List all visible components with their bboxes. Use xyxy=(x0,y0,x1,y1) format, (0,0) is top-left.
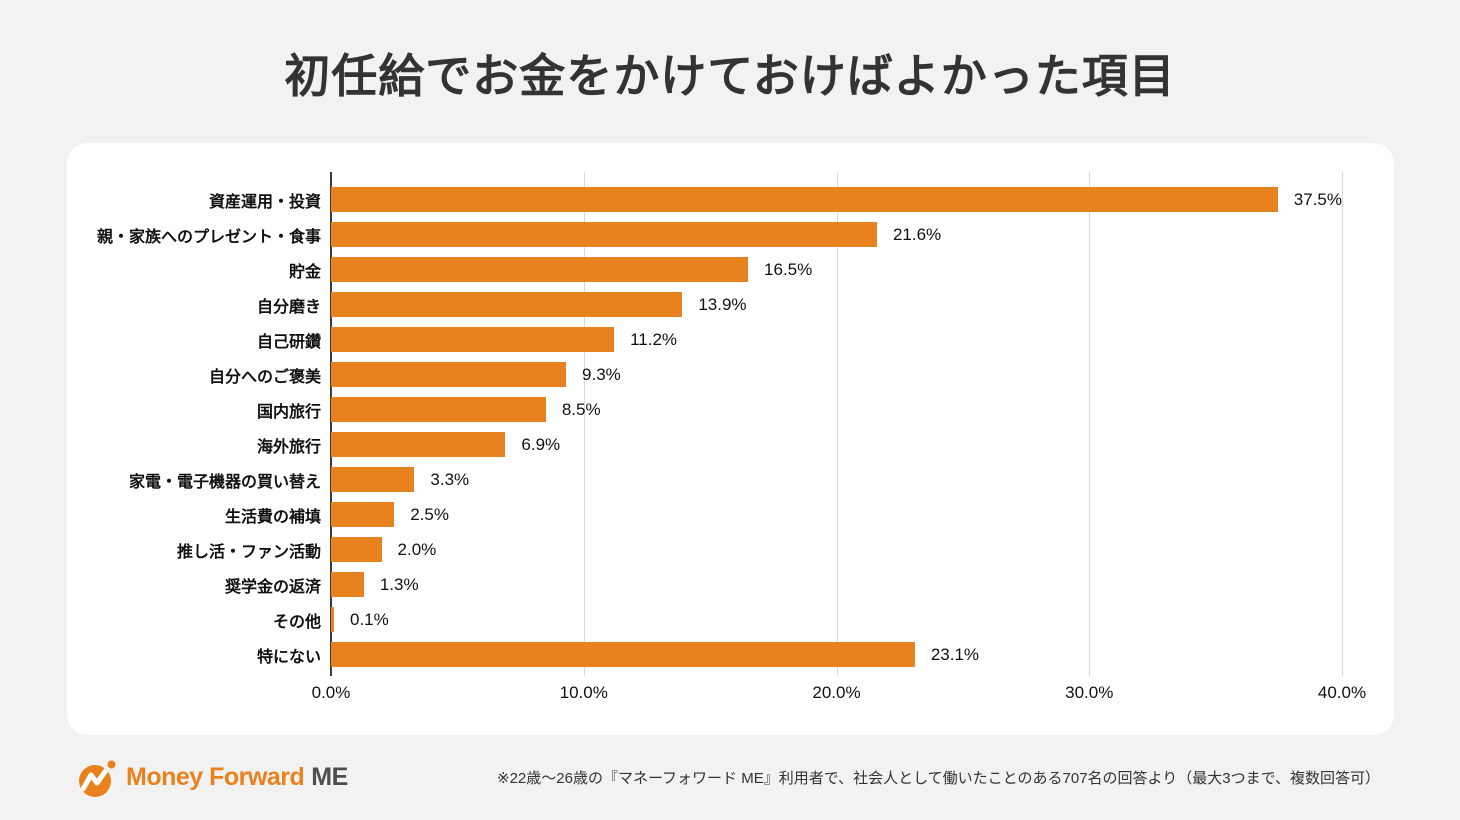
value-label: 23.1% xyxy=(930,644,980,664)
logo-text: Money Forward ME xyxy=(126,763,348,792)
logo-main-text: Money Forward xyxy=(126,763,305,791)
category-label: 特にない xyxy=(256,648,321,666)
bar-row: 推し活・ファン活動 2.0% xyxy=(177,532,1342,567)
category-label: 自分磨き xyxy=(256,298,321,316)
money-forward-logo-icon xyxy=(79,760,116,797)
bar xyxy=(331,432,506,457)
value-label: 21.6% xyxy=(892,224,942,244)
gridline xyxy=(1342,172,1343,676)
value-label: 2.5% xyxy=(410,504,449,524)
bar-row: 資産運用・投資 37.5% xyxy=(209,182,1342,217)
bar xyxy=(331,362,567,387)
gridline xyxy=(1089,172,1091,676)
x-tick-label: 10.0% xyxy=(559,683,608,702)
x-tick-label: 30.0% xyxy=(1065,683,1114,702)
bar-chart: 資産運用・投資 37.5% 親・家族へのプレゼント・食事 21.6% 貯金 16.5% 自分… xyxy=(97,172,1366,702)
category-label: 海外旅行 xyxy=(256,438,321,456)
bar xyxy=(331,397,546,422)
category-label: 奨学金の返済 xyxy=(224,578,321,596)
value-label: 11.2% xyxy=(630,329,678,349)
chart-card: 資産運用・投資 37.5% 親・家族へのプレゼント・食事 21.6% 貯金 16.5% 自分… xyxy=(67,143,1394,735)
value-label: 9.3% xyxy=(582,364,621,384)
bar xyxy=(331,467,415,492)
page-title: 初任給でお金をかけておけばよかった項目 xyxy=(284,50,1176,102)
bar xyxy=(331,187,1278,212)
value-label: 1.3% xyxy=(379,574,419,594)
category-label: 推し活・ファン活動 xyxy=(176,543,321,561)
bar xyxy=(331,642,915,667)
value-label: 6.9% xyxy=(521,434,561,454)
bar-rows: 資産運用・投資 37.5% 親・家族へのプレゼント・食事 21.6% 貯金 16.5% 自分… xyxy=(97,182,1342,672)
category-label: 資産運用・投資 xyxy=(208,193,321,211)
category-label: 自分へのご褒美 xyxy=(208,368,321,386)
bar xyxy=(331,222,877,247)
bar-row: 貯金 16.5% xyxy=(289,252,1342,287)
category-label: その他 xyxy=(272,613,321,631)
bar-row: 家電・電子機器の買い替え 3.3% xyxy=(129,462,1342,497)
category-label: 国内旅行 xyxy=(256,403,321,421)
bar xyxy=(331,292,683,317)
category-label: 自己研鑽 xyxy=(256,333,321,351)
x-tick-label: 40.0% xyxy=(1317,683,1367,702)
category-label: 親・家族へのプレゼント・食事 xyxy=(96,228,321,246)
bar xyxy=(331,502,395,527)
bar xyxy=(331,572,364,597)
value-label: 0.1% xyxy=(350,609,389,629)
bar-row: 海外旅行 6.9% xyxy=(257,427,1342,462)
value-label: 8.5% xyxy=(561,399,601,419)
x-tick-label: 0.0% xyxy=(311,683,351,702)
bar xyxy=(331,257,749,282)
value-label: 13.9% xyxy=(698,294,747,314)
logo-me-text: ME xyxy=(311,763,348,791)
bar xyxy=(331,537,382,562)
y-axis-line xyxy=(330,172,332,676)
bar-row: 自己研鑽 11.2% xyxy=(257,322,1342,357)
bar-row: 親・家族へのプレゼント・食事 21.6% xyxy=(97,217,1342,252)
value-label: 3.3% xyxy=(430,469,470,489)
footer: Money Forward ME ※22歳〜26歳の『マネーフォワード ME』利用… xyxy=(0,735,1460,820)
x-tick-label: 20.0% xyxy=(812,683,861,702)
value-label: 16.5% xyxy=(764,259,813,279)
bar-row: 特にない 23.1% xyxy=(257,637,1342,672)
bar-row: 国内旅行 8.5% xyxy=(257,392,1342,427)
bar xyxy=(331,327,615,352)
gridline xyxy=(583,172,585,676)
bar xyxy=(331,607,334,632)
category-label: 貯金 xyxy=(288,263,321,281)
category-label: 家電・電子機器の買い替え xyxy=(128,473,321,491)
survey-footnote: ※22歳〜26歳の『マネーフォワード ME』利用者で、社会人として働いたことのあ… xyxy=(497,770,1380,787)
value-label: 2.0% xyxy=(397,539,437,559)
gridline xyxy=(836,172,838,676)
bar-row: 生活費の補填 2.5% xyxy=(225,497,1342,532)
value-label: 37.5% xyxy=(1293,189,1342,209)
money-forward-logo: Money Forward ME xyxy=(78,757,348,799)
bar-row: 自分磨き 13.9% xyxy=(257,287,1342,322)
category-label: 生活費の補填 xyxy=(224,508,321,526)
x-axis-tick-labels: 0.0% 10.0% 20.0% 30.0% 40.0% xyxy=(312,683,1366,707)
bar-row: 奨学金の返済 1.3% xyxy=(225,567,1342,602)
bar-row: その他 0.1% xyxy=(273,602,1342,637)
bar-row: 自分へのご褒美 9.3% xyxy=(209,357,1342,392)
